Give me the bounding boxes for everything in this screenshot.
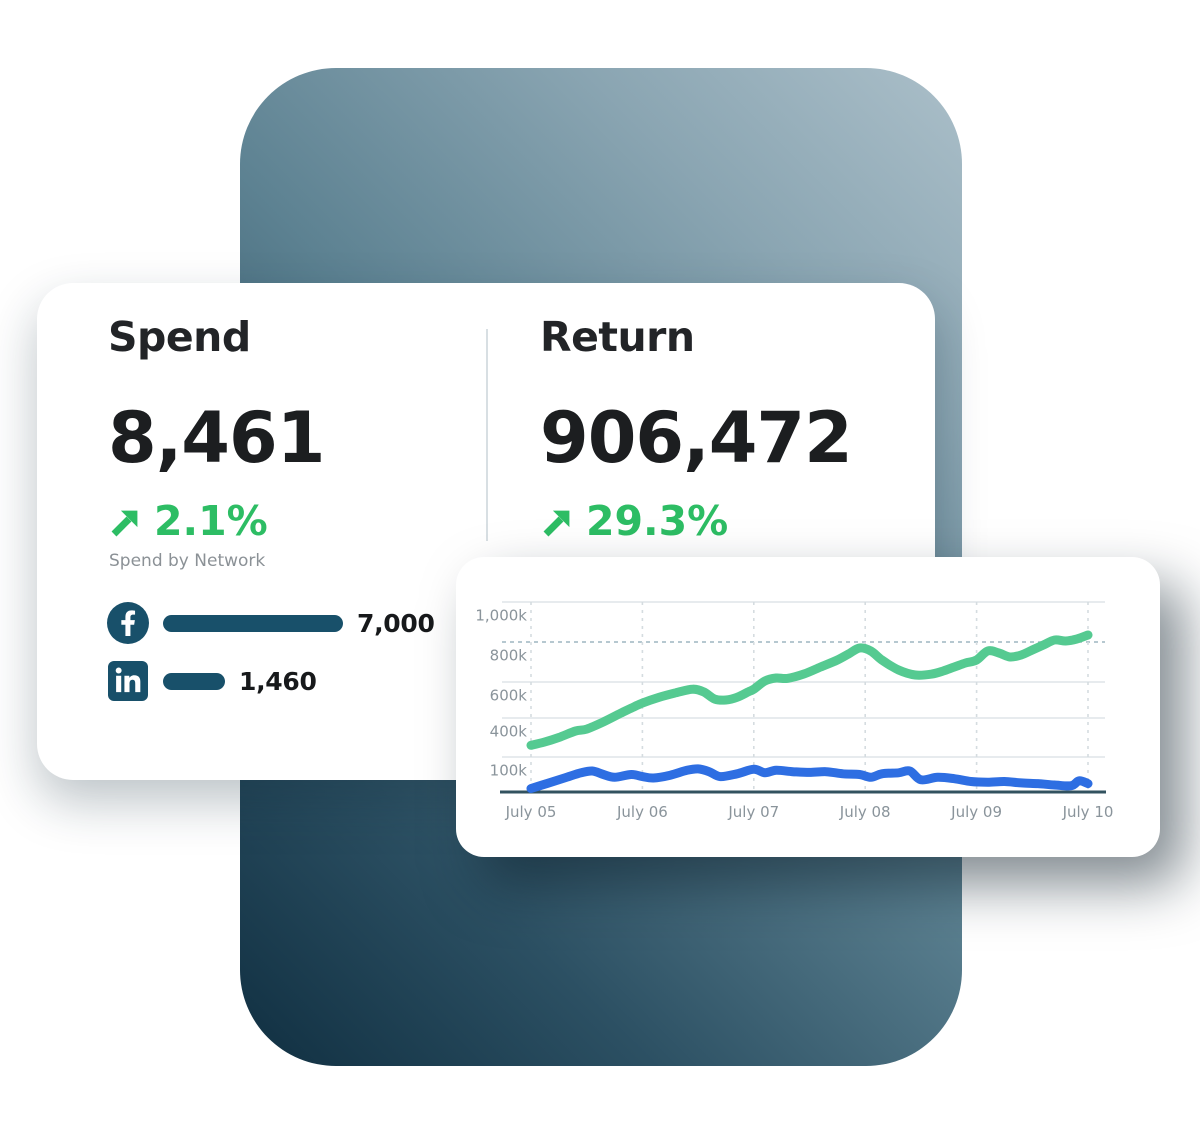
return-trend: 29.3% (540, 501, 852, 542)
svg-text:July 06: July 06 (616, 803, 668, 821)
spend-by-network-label: Spend by Network (109, 551, 266, 571)
svg-text:1,000k: 1,000k (475, 607, 527, 625)
facebook-spend-value: 7,000 (357, 608, 435, 638)
svg-text:July 07: July 07 (727, 803, 779, 821)
network-row-facebook: 7,000 (107, 602, 435, 644)
network-row-linkedin: 1,460 (107, 660, 317, 702)
svg-text:July 10: July 10 (1062, 803, 1114, 821)
spend-metric-section: Spend 8,461 2.1% (108, 283, 325, 542)
svg-text:July 08: July 08 (839, 803, 891, 821)
svg-text:July 05: July 05 (505, 803, 557, 821)
return-title: Return (540, 313, 695, 361)
trend-up-arrow-icon (543, 510, 570, 536)
svg-text:400k: 400k (490, 723, 528, 741)
facebook-icon (107, 602, 149, 644)
linkedin-spend-bar (163, 672, 225, 690)
svg-text:600k: 600k (490, 687, 528, 705)
facebook-spend-bar (163, 614, 343, 632)
trend-up-arrow-icon (111, 510, 138, 536)
chart-card: 1,000k 800k 600k 400k 100k July 05 July 06 July… (456, 557, 1160, 857)
return-value: 906,472 (540, 397, 853, 479)
metric-divider (486, 329, 488, 541)
spend-value: 8,461 (108, 397, 325, 479)
svg-text:800k: 800k (490, 647, 528, 665)
spend-trend-value: 2.1% (154, 497, 268, 545)
return-trend-value: 29.3% (586, 497, 729, 545)
linkedin-icon (108, 661, 148, 701)
roi-line-chart: 1,000k 800k 600k 400k 100k July 05 July 06 July… (456, 557, 1160, 857)
linkedin-spend-value: 1,460 (239, 666, 317, 696)
spend-title: Spend (108, 313, 251, 361)
spend-trend: 2.1% (108, 501, 324, 542)
svg-text:July 09: July 09 (950, 803, 1002, 821)
return-metric-section: Return 906,472 29.3% (540, 283, 853, 542)
svg-text:100k: 100k (490, 762, 528, 780)
